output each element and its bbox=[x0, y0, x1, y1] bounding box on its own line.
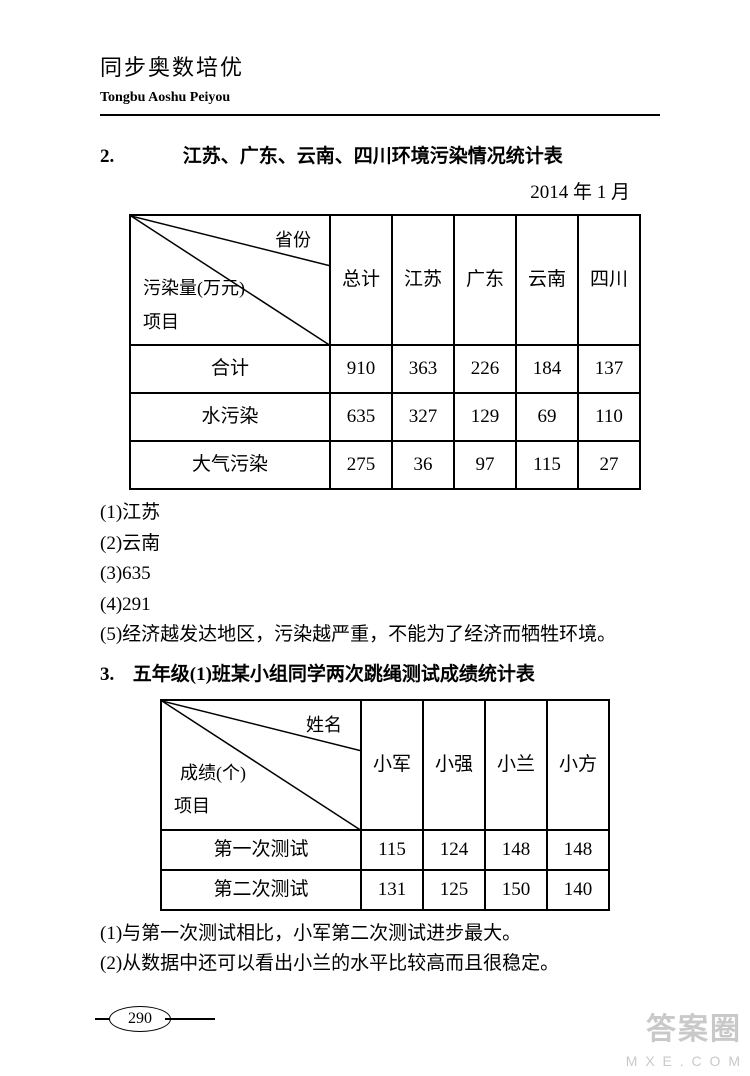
table-row: 大气污染 275 36 97 115 27 bbox=[130, 441, 640, 489]
q2-diag-mid: 污染量(万元) bbox=[143, 274, 245, 303]
q2-date: 2014 年 1 月 bbox=[100, 178, 630, 208]
q3-cell: 125 bbox=[423, 870, 485, 910]
table-row: 水污染 635 327 129 69 110 bbox=[130, 393, 640, 441]
q2-answer: (1)江苏 bbox=[100, 498, 670, 528]
q2-cell: 184 bbox=[516, 345, 578, 393]
q3-cell: 140 bbox=[547, 870, 609, 910]
q3-diag-bottom: 项目 bbox=[174, 792, 210, 821]
q2-table: 省份 污染量(万元) 项目 总计 江苏 广东 云南 四川 合计 910 363 … bbox=[129, 214, 641, 490]
q2-col-header: 总计 bbox=[330, 215, 392, 345]
q3-diag-header: 姓名 成绩(个) 项目 bbox=[161, 700, 361, 830]
header-title: 同步奥数培优 bbox=[100, 50, 670, 85]
q3-header-row: 姓名 成绩(个) 项目 小军 小强 小兰 小方 bbox=[161, 700, 609, 830]
watermark: 答案圈 M X E . C O M bbox=[626, 1006, 742, 1072]
q3-table: 姓名 成绩(个) 项目 小军 小强 小兰 小方 第一次测试 115 124 14… bbox=[160, 699, 610, 911]
q2-col-header: 云南 bbox=[516, 215, 578, 345]
q3-col-header: 小强 bbox=[423, 700, 485, 830]
q2-diag-header: 省份 污染量(万元) 项目 bbox=[130, 215, 330, 345]
page-number-wrap: 290 bbox=[95, 1006, 215, 1032]
q3-row-label: 第二次测试 bbox=[161, 870, 361, 910]
q3-col-header: 小兰 bbox=[485, 700, 547, 830]
table-row: 第一次测试 115 124 148 148 bbox=[161, 830, 609, 870]
header-subtitle: Tongbu Aoshu Peiyou bbox=[100, 87, 670, 109]
q2-cell: 27 bbox=[578, 441, 640, 489]
q2-cell: 363 bbox=[392, 345, 454, 393]
q2-cell: 226 bbox=[454, 345, 516, 393]
q2-cell: 36 bbox=[392, 441, 454, 489]
q2-answer: (5)经济越发达地区，污染越严重，不能为了经济而牺牲环境。 bbox=[100, 620, 670, 650]
question-3: 3. 五年级(1)班某小组同学两次跳绳测试成绩统计表 姓名 成绩(个) 项目 小… bbox=[100, 660, 670, 979]
q3-cell: 148 bbox=[547, 830, 609, 870]
page-line-right bbox=[165, 1018, 215, 1020]
q2-diag-bottom: 项目 bbox=[143, 308, 179, 337]
q2-cell: 110 bbox=[578, 393, 640, 441]
q3-number: 3. bbox=[100, 660, 128, 690]
q3-cell: 131 bbox=[361, 870, 423, 910]
q3-row-label: 第一次测试 bbox=[161, 830, 361, 870]
q3-col-header: 小军 bbox=[361, 700, 423, 830]
q3-cell: 148 bbox=[485, 830, 547, 870]
page-header: 同步奥数培优 Tongbu Aoshu Peiyou bbox=[100, 50, 670, 116]
q3-cell: 124 bbox=[423, 830, 485, 870]
q2-answer: (4)291 bbox=[100, 590, 670, 620]
q2-cell: 137 bbox=[578, 345, 640, 393]
q2-number: 2. bbox=[100, 142, 128, 172]
table-row: 合计 910 363 226 184 137 bbox=[130, 345, 640, 393]
q3-answer: (2)从数据中还可以看出小兰的水平比较高而且很稳定。 bbox=[100, 949, 670, 979]
q2-cell: 69 bbox=[516, 393, 578, 441]
q2-cell: 275 bbox=[330, 441, 392, 489]
q2-diag-top: 省份 bbox=[275, 226, 311, 255]
q3-title: 五年级(1)班某小组同学两次跳绳测试成绩统计表 bbox=[133, 664, 535, 685]
q3-answer: (1)与第一次测试相比，小军第二次测试进步最大。 bbox=[100, 919, 670, 949]
watermark-main: 答案圈 bbox=[626, 1006, 742, 1054]
q2-col-header: 四川 bbox=[578, 215, 640, 345]
q2-col-header: 江苏 bbox=[392, 215, 454, 345]
q2-col-header: 广东 bbox=[454, 215, 516, 345]
q2-cell: 97 bbox=[454, 441, 516, 489]
q2-row-label: 合计 bbox=[130, 345, 330, 393]
q2-cell: 327 bbox=[392, 393, 454, 441]
q2-cell: 910 bbox=[330, 345, 392, 393]
q3-cell: 115 bbox=[361, 830, 423, 870]
table-row: 第二次测试 131 125 150 140 bbox=[161, 870, 609, 910]
question-2: 2. 江苏、广东、云南、四川环境污染情况统计表 2014 年 1 月 省份 污染… bbox=[100, 142, 670, 651]
q3-diag-mid: 成绩(个) bbox=[180, 759, 246, 788]
q2-row-label: 大气污染 bbox=[130, 441, 330, 489]
q2-row-label: 水污染 bbox=[130, 393, 330, 441]
q3-col-header: 小方 bbox=[547, 700, 609, 830]
q2-cell: 635 bbox=[330, 393, 392, 441]
q2-cell: 129 bbox=[454, 393, 516, 441]
q2-cell: 115 bbox=[516, 441, 578, 489]
q2-answer: (3)635 bbox=[100, 559, 670, 589]
q2-title: 江苏、广东、云南、四川环境污染情况统计表 bbox=[133, 142, 613, 172]
q2-answer: (2)云南 bbox=[100, 529, 670, 559]
q3-cell: 150 bbox=[485, 870, 547, 910]
q2-header-row: 省份 污染量(万元) 项目 总计 江苏 广东 云南 四川 bbox=[130, 215, 640, 345]
page-number: 290 bbox=[109, 1006, 171, 1032]
watermark-sub: M X E . C O M bbox=[626, 1050, 742, 1072]
q3-diag-top: 姓名 bbox=[306, 711, 342, 740]
